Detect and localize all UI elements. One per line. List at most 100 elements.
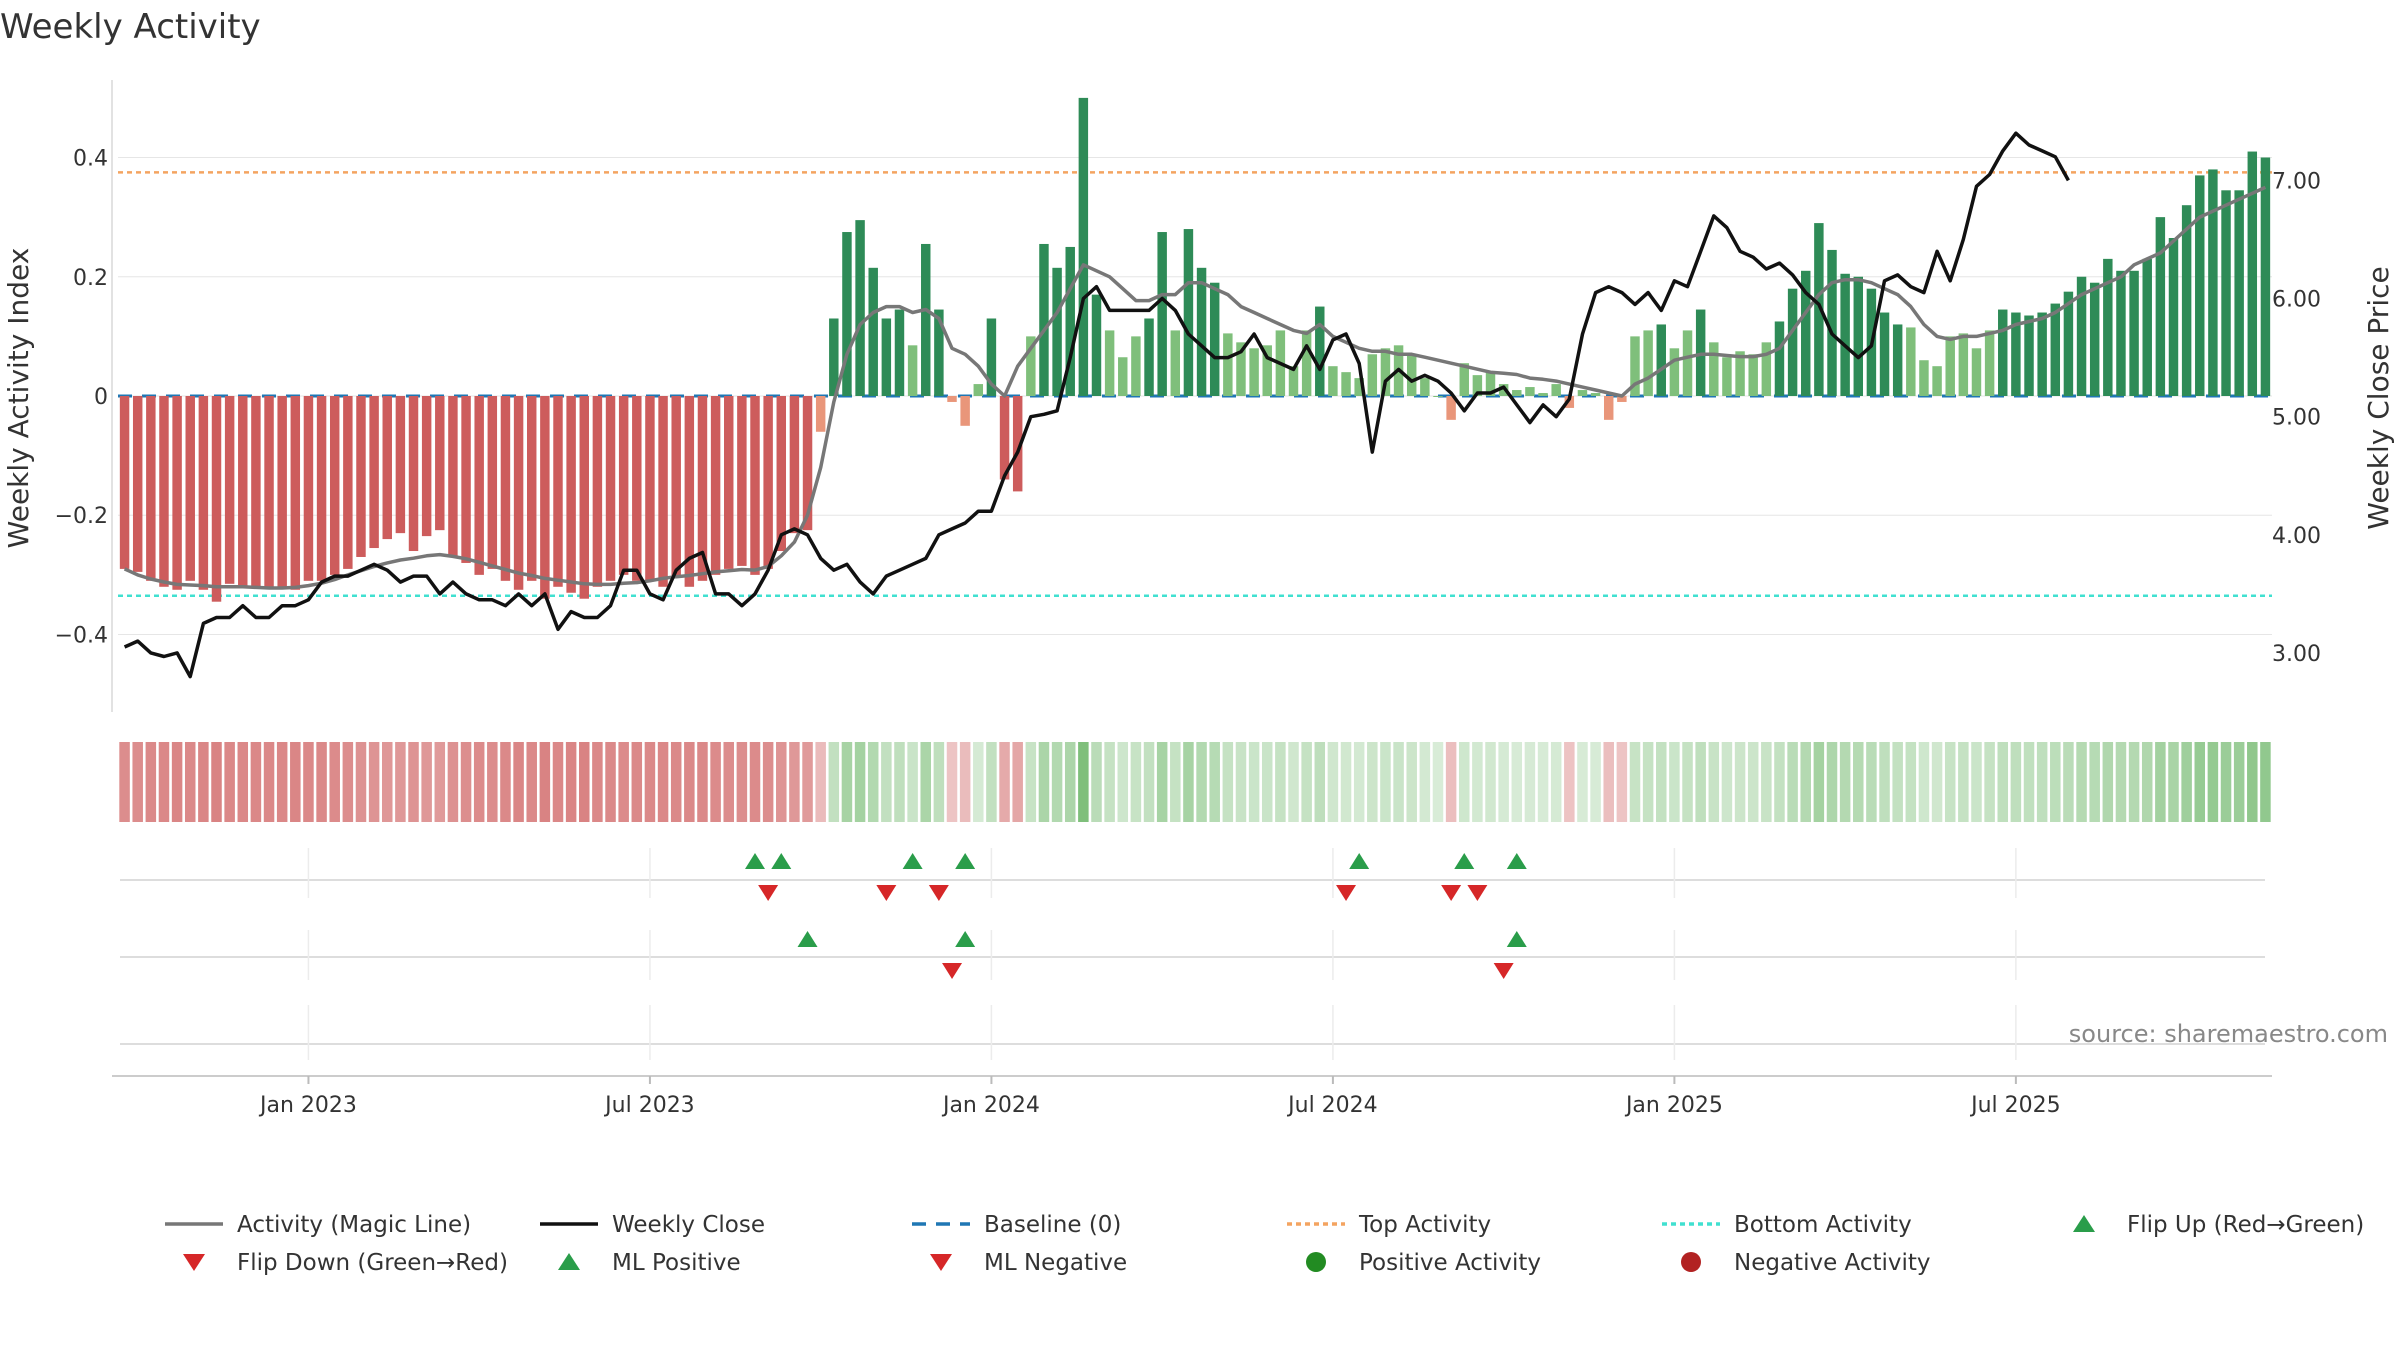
- heat-cell: [2076, 742, 2087, 822]
- legend-label: Flip Down (Green→Red): [237, 1250, 508, 1276]
- heat-cell: [1064, 742, 1076, 822]
- activity-bar: [1814, 223, 1824, 396]
- activity-bar: [2155, 217, 2166, 396]
- activity-bar: [815, 396, 826, 432]
- heat-cell: [631, 742, 643, 822]
- activity-bar: [2024, 315, 2034, 396]
- heat-cell: [1564, 742, 1575, 822]
- activity-bar: [1367, 354, 1378, 396]
- heat-cell: [1905, 742, 1917, 822]
- heat-cell: [579, 742, 590, 822]
- heat-cell: [1971, 742, 1982, 822]
- heat-cell: [1275, 742, 1286, 822]
- x-tick-label: Jul 2025: [1969, 1093, 2061, 1118]
- activity-bar: [710, 396, 721, 575]
- y-tick-right: 7.00: [2272, 169, 2321, 194]
- heat-cell: [1051, 742, 1063, 822]
- flip-up-marker: [955, 853, 976, 869]
- activity-bar: [1827, 249, 1837, 396]
- activity-bar: [1551, 384, 1561, 396]
- activity-bar: [369, 396, 379, 549]
- legend-label: Negative Activity: [1734, 1250, 1931, 1276]
- heat-cell: [644, 742, 656, 822]
- heat-cell: [1340, 742, 1352, 822]
- heat-cell: [907, 742, 918, 822]
- heat-cell: [592, 742, 603, 822]
- activity-bar: [1144, 318, 1154, 396]
- activity-bar: [960, 396, 970, 426]
- activity-bar: [290, 396, 301, 590]
- flip-down-marker: [1467, 885, 1488, 901]
- heat-cell: [1682, 742, 1693, 822]
- magic-line: [123, 185, 2267, 590]
- heat-cell: [171, 742, 183, 822]
- flip-down-marker: [876, 885, 897, 901]
- activity-bar: [776, 396, 787, 552]
- activity-bar: [448, 396, 458, 557]
- heat-cell: [999, 742, 1010, 822]
- activity-bar: [159, 396, 169, 587]
- heat-cell: [395, 742, 406, 822]
- heat-cell: [789, 742, 800, 822]
- activity-bar: [986, 318, 997, 396]
- heat-cell: [132, 742, 143, 822]
- heat-cell: [2063, 742, 2074, 822]
- heat-cell: [1498, 742, 1509, 822]
- heat-cell: [565, 742, 577, 822]
- heat-cell: [1353, 742, 1365, 822]
- activity-bar: [421, 396, 432, 537]
- heat-cell: [2115, 742, 2127, 822]
- heat-cell: [513, 742, 524, 822]
- heat-cell: [2036, 742, 2048, 822]
- heat-cell: [1590, 742, 1601, 822]
- x-tick-label: Jan 2023: [258, 1093, 357, 1118]
- heat-cell: [1616, 742, 1628, 822]
- heat-cell: [2207, 742, 2219, 822]
- flip-up-marker: [1454, 853, 1475, 869]
- activity-bar: [579, 396, 589, 599]
- legend-label: ML Negative: [984, 1250, 1127, 1276]
- activity-bar: [2063, 291, 2074, 396]
- activity-bar: [1157, 232, 1167, 396]
- heat-cell: [1931, 742, 1943, 822]
- axis-ticks: 0.4 0.2 0 −0.2 −0.4 7.00 6.00 5.00 4.00 3.00: [55, 147, 2321, 667]
- heat-cell: [552, 742, 564, 822]
- activity-bar: [1288, 366, 1299, 396]
- heat-cell: [933, 742, 945, 822]
- heat-cell: [802, 742, 813, 822]
- heat-cell: [224, 742, 235, 822]
- reference-lines: [118, 171, 2272, 597]
- activity-bar: [789, 396, 800, 534]
- flip-marker-panels: [120, 848, 2265, 1060]
- x-tick-label: Jan 2024: [941, 1093, 1040, 1118]
- heat-cell: [2089, 742, 2100, 822]
- activity-bar: [1183, 229, 1194, 396]
- heat-cell: [1944, 742, 1956, 822]
- heat-cell: [1511, 742, 1523, 822]
- activity-bar: [1919, 360, 1929, 396]
- heat-cell: [959, 742, 971, 822]
- y-tick-right: 3.00: [2272, 642, 2321, 667]
- ml-negative-marker: [942, 963, 963, 979]
- activity-bar: [2208, 169, 2218, 396]
- activity-heat-strip: [119, 742, 2271, 822]
- activity-bar: [435, 396, 445, 531]
- activity-bar: [684, 396, 695, 587]
- activity-bar: [2181, 205, 2192, 396]
- legend-label: ML Positive: [612, 1250, 741, 1276]
- activity-bar: [1998, 309, 2008, 396]
- flip-up-marker: [1349, 853, 1370, 869]
- heat-cell: [1800, 742, 1811, 822]
- activity-bar: [2129, 270, 2139, 396]
- activity-bar: [553, 396, 563, 587]
- heat-cell: [1853, 742, 1864, 822]
- heat-cell: [408, 742, 419, 822]
- activity-bar: [1406, 354, 1417, 396]
- activity-bar: [1380, 348, 1391, 396]
- activity-bar: [750, 396, 760, 575]
- activity-bar: [329, 396, 340, 575]
- heat-cell: [1656, 742, 1667, 822]
- activity-bar: [1223, 333, 1233, 396]
- activity-bar: [1525, 387, 1535, 396]
- weekly-close-line: [123, 131, 2070, 679]
